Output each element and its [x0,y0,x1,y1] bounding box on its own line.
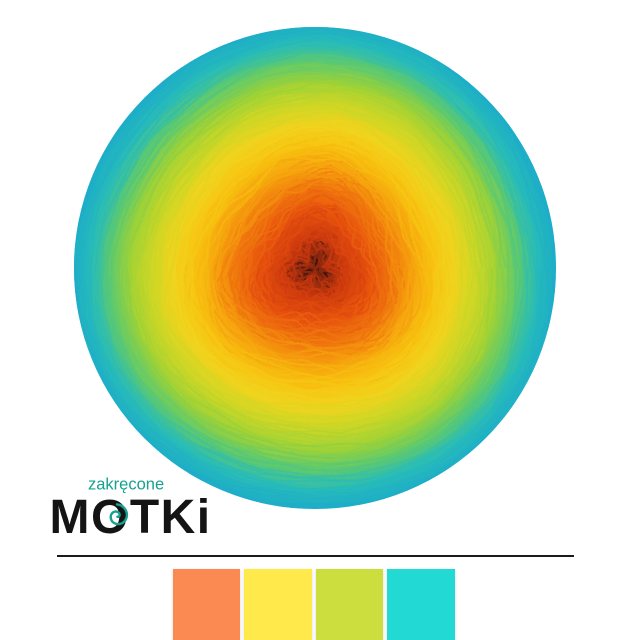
svg-text:MOTKi: MOTKi [50,491,212,544]
